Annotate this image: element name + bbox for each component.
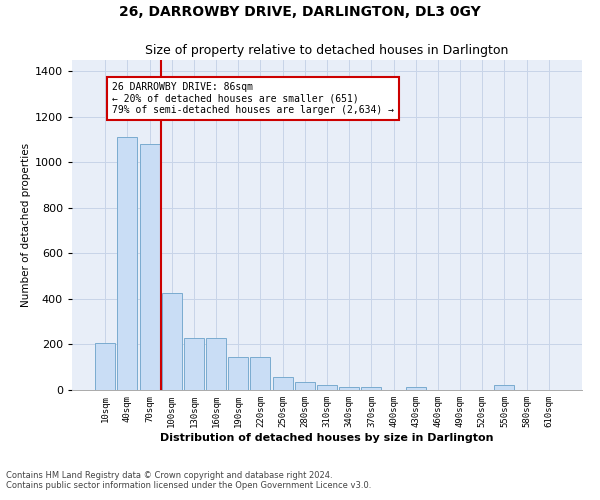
Bar [184,338,204,390]
Bar [118,138,137,390]
Bar [295,382,315,390]
Bar [339,388,359,390]
Text: 26, DARROWBY DRIVE, DARLINGTON, DL3 0GY: 26, DARROWBY DRIVE, DARLINGTON, DL3 0GY [119,5,481,19]
Bar [162,294,182,390]
Text: 26 DARROWBY DRIVE: 86sqm
← 20% of detached houses are smaller (651)
79% of semi-: 26 DARROWBY DRIVE: 86sqm ← 20% of detach… [112,82,394,115]
Bar [494,386,514,390]
Y-axis label: Number of detached properties: Number of detached properties [20,143,31,307]
Bar [272,378,293,390]
Text: Contains HM Land Registry data © Crown copyright and database right 2024.
Contai: Contains HM Land Registry data © Crown c… [6,470,371,490]
Bar [317,386,337,390]
Bar [228,357,248,390]
X-axis label: Distribution of detached houses by size in Darlington: Distribution of detached houses by size … [160,432,494,442]
Title: Size of property relative to detached houses in Darlington: Size of property relative to detached ho… [145,44,509,58]
Bar [406,388,426,390]
Bar [95,344,115,390]
Bar [250,357,271,390]
Bar [361,388,382,390]
Bar [206,338,226,390]
Bar [140,144,160,390]
